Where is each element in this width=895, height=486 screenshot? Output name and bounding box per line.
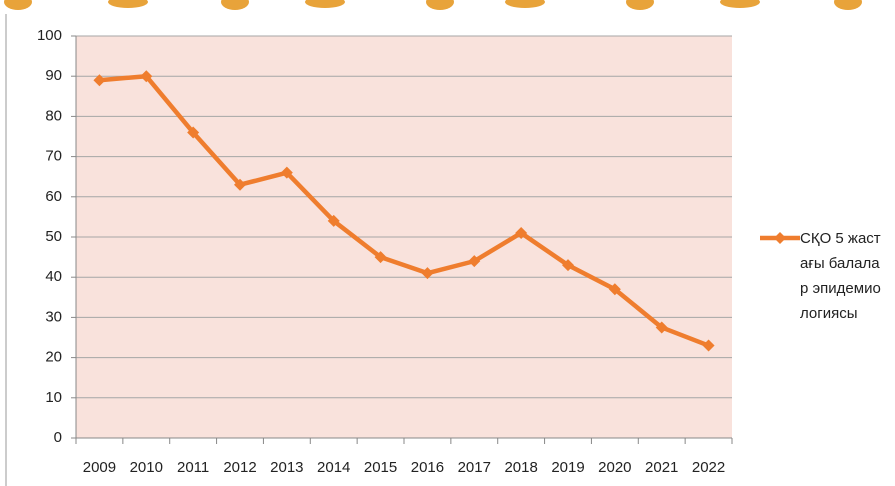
y-tick-label: 100	[37, 27, 62, 44]
marker	[93, 74, 106, 87]
x-tick-label: 2018	[504, 459, 537, 476]
marker	[562, 259, 574, 272]
y-tick-label: 10	[45, 389, 62, 406]
x-tick-label: 2012	[223, 459, 256, 476]
x-tick-label: 2016	[411, 459, 444, 476]
x-tick-label: 2011	[177, 459, 209, 476]
legend-label: СҚО 5 жастағы балалар эпидемиологиясы	[800, 230, 881, 322]
marker	[655, 321, 668, 334]
marker	[608, 283, 621, 296]
x-tick-label: 2010	[130, 459, 163, 476]
marker	[515, 226, 528, 239]
legend-marker	[774, 232, 786, 244]
y-tick-label: 40	[45, 268, 62, 285]
marker	[234, 178, 246, 191]
marker	[374, 251, 387, 264]
y-tick-label: 0	[54, 429, 62, 446]
marker	[421, 267, 434, 280]
x-tick-label: 2013	[270, 459, 303, 476]
y-tick-label: 70	[45, 148, 62, 165]
marker	[187, 126, 200, 139]
marker	[140, 70, 153, 83]
marker	[327, 214, 340, 227]
x-tick-label: 2022	[692, 459, 725, 476]
marker	[468, 255, 481, 268]
marker	[702, 339, 715, 352]
ornament	[4, 0, 862, 10]
series-line	[99, 73, 710, 348]
marker	[280, 166, 293, 179]
x-tick-label: 2021	[645, 459, 678, 476]
y-tick-label: 60	[45, 188, 62, 205]
x-tick-label: 2015	[364, 459, 397, 476]
x-tick-label: 2014	[317, 459, 350, 476]
x-tick-label: 2020	[598, 459, 631, 476]
y-tick-label: 20	[45, 349, 62, 366]
x-tick-label: 2009	[83, 459, 116, 476]
y-tick-label: 90	[45, 67, 62, 84]
x-tick-label: 2017	[458, 459, 491, 476]
y-tick-label: 30	[45, 308, 62, 325]
x-tick-label: 2019	[551, 459, 584, 476]
y-tick-label: 80	[45, 107, 62, 124]
y-tick-label: 50	[45, 228, 62, 245]
